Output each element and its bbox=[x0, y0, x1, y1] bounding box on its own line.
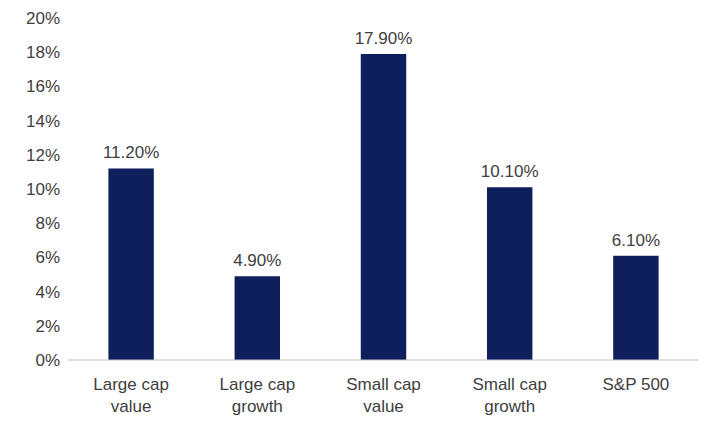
svg-text:2%: 2% bbox=[35, 317, 60, 336]
svg-text:10.10%: 10.10% bbox=[481, 162, 539, 181]
svg-text:11.20%: 11.20% bbox=[103, 143, 159, 162]
svg-text:Large capgrowth: Large capgrowth bbox=[219, 375, 295, 416]
svg-text:12%: 12% bbox=[26, 146, 60, 165]
svg-text:17.90%: 17.90% bbox=[355, 29, 413, 48]
svg-text:Small capvalue: Small capvalue bbox=[346, 375, 421, 416]
svg-text:16%: 16% bbox=[26, 77, 60, 96]
svg-text:S&P 500: S&P 500 bbox=[603, 375, 670, 394]
svg-text:18%: 18% bbox=[26, 43, 60, 62]
svg-text:14%: 14% bbox=[26, 112, 60, 131]
svg-text:Small capgrowth: Small capgrowth bbox=[472, 375, 547, 416]
svg-text:6.10%: 6.10% bbox=[612, 231, 660, 250]
svg-text:20%: 20% bbox=[26, 9, 60, 28]
svg-text:0%: 0% bbox=[35, 351, 60, 370]
svg-text:Large capvalue: Large capvalue bbox=[93, 375, 169, 416]
svg-text:10%: 10% bbox=[26, 180, 60, 199]
svg-text:8%: 8% bbox=[35, 214, 60, 233]
svg-text:4%: 4% bbox=[35, 283, 60, 302]
svg-text:4.90%: 4.90% bbox=[233, 251, 281, 270]
svg-text:6%: 6% bbox=[35, 248, 60, 267]
